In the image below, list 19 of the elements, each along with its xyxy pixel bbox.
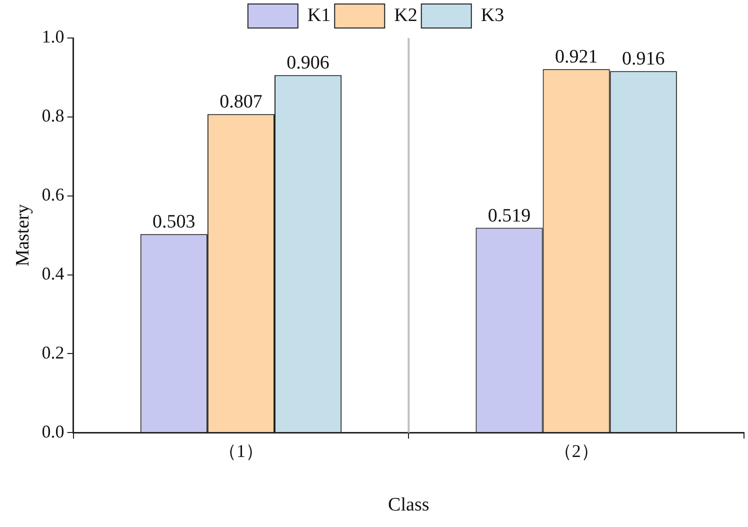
x-tick-label: （2）: [554, 441, 599, 462]
y-tick-label: 0.0: [42, 421, 64, 442]
data-label: 0.807: [220, 92, 262, 113]
data-label: 0.921: [554, 46, 598, 68]
y-tick-label: 0.2: [42, 342, 64, 362]
data-label: 0.916: [622, 48, 665, 70]
y-tick-label: 1.0: [42, 26, 64, 47]
data-label: 0.503: [152, 212, 196, 233]
data-label: 0.906: [286, 52, 330, 74]
data-label: 0.519: [488, 205, 531, 226]
legend-label: K2: [394, 4, 418, 26]
y-tick-label: 0.8: [42, 106, 64, 126]
legend-label: K3: [480, 4, 504, 26]
x-tick-label: （1）: [218, 441, 264, 462]
legend-label: K1: [307, 4, 331, 26]
x-axis-title: Class: [388, 494, 430, 516]
y-tick-label: 0.4: [42, 263, 64, 284]
y-axis-title: Mastery: [12, 204, 34, 266]
y-tick-label: 0.6: [42, 184, 64, 205]
